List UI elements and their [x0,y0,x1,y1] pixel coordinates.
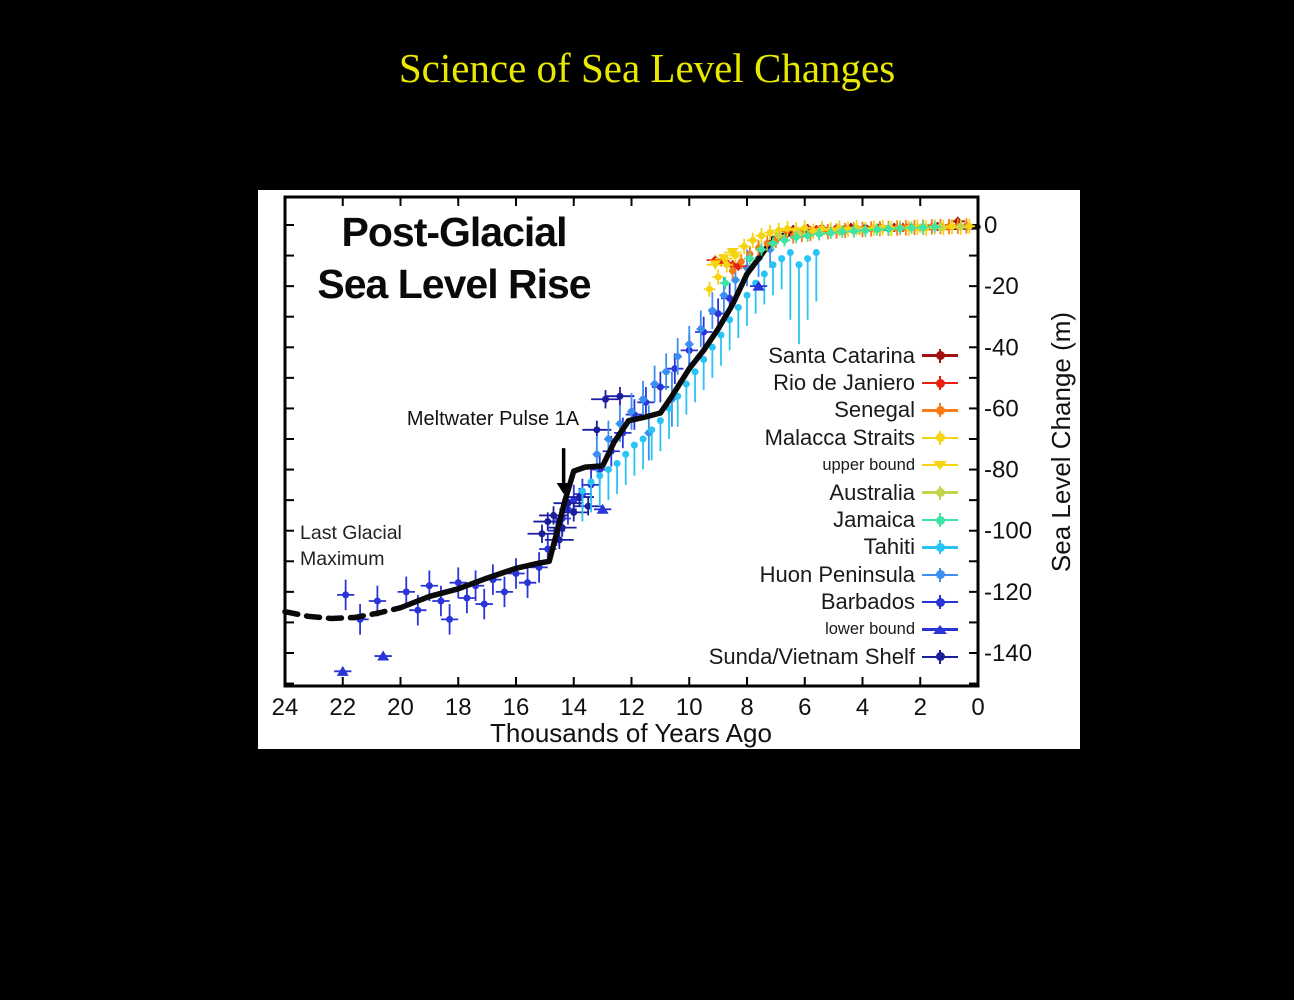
slide-title: Science of Sea Level Changes [398,45,896,91]
legend-item-malacca-straits: Malacca Straits [709,424,958,451]
x-tick-label: 14 [560,694,587,721]
legend-item-jamaica: Jamaica [709,506,958,533]
legend-marker-upper-bound [922,457,958,473]
legend-marker-barbados [922,594,958,610]
y-tick-label: -120 [984,579,1032,606]
x-tick-label: 16 [503,694,530,721]
x-tick-label: 8 [740,694,753,721]
legend-label-upper-bound: upper bound [822,455,915,474]
x-tick-label: 18 [445,694,472,721]
x-tick-label: 2 [914,694,927,721]
series-tahiti [578,249,820,522]
legend-item-huon-peninsula: Huon Peninsula [709,561,958,588]
chart-title-line2: Sea Level Rise [317,261,591,307]
legend-item-lower-bound: lower bound [709,616,958,643]
legend-item-rio-de-janiero: Rio de Janiero [709,369,958,396]
x-tick-label: 0 [971,694,984,721]
x-axis-title: Thousands of Years Ago [490,718,772,748]
legend: Santa Catarina Rio de Janiero Senegal Malac… [709,342,958,671]
series-upper-bound [706,248,742,270]
y-tick-label: -40 [984,334,1019,361]
legend-marker-senegal [922,402,958,418]
legend-item-santa-catarina: Santa Catarina [709,342,958,369]
y-axis-title: Sea Level Change (m) [1046,311,1076,573]
legend-label-tahiti: Tahiti [863,534,915,560]
legend-item-tahiti: Tahiti [709,534,958,561]
x-axis-ticks: 24 22 20 18 16 14 12 10 8 6 4 2 0 [272,197,985,721]
legend-label-malacca-straits: Malacca Straits [764,424,915,450]
legend-label-senegal: Senegal [834,397,915,423]
legend-marker-rio-de-janiero [922,375,958,391]
y-tick-label: -100 [984,518,1032,545]
curve-dashed [282,604,404,622]
x-tick-label: 24 [272,694,299,721]
meltwater-arrow [556,448,571,495]
series-barbados [336,283,739,635]
x-tick-label: 6 [798,694,811,721]
legend-marker-tahiti [922,539,958,555]
y-tick-label: -140 [984,640,1032,667]
legend-label-huon-peninsula: Huon Peninsula [759,561,915,587]
legend-label-santa-catarina: Santa Catarina [768,342,915,368]
legend-marker-santa-catarina [922,348,958,364]
chart-title-line1: Post-Glacial [341,209,568,255]
legend-label-barbados: Barbados [820,589,915,615]
legend-item-sunda-vietnam-shelf: Sunda/Vietnam Shelf [709,643,958,670]
sea-level-plot: 24 22 20 18 16 14 12 10 8 6 4 2 00-20-40-60-80-100-1… [272,195,1032,721]
annotation-meltwater-pulse: Meltwater Pulse 1A [406,408,580,430]
x-tick-label: 20 [387,694,414,721]
legend-label-sunda-vietnam-shelf: Sunda/Vietnam Shelf [708,643,915,669]
legend-marker-lower-bound [922,622,958,638]
series-jamaica [719,220,941,290]
x-tick-label: 22 [329,694,356,721]
legend-label-rio-de-janiero: Rio de Janiero [773,370,915,396]
chart-panel: 24 22 20 18 16 14 12 10 8 6 4 2 0 0 -20 -40 -60 -80 -100 -1… [258,190,1080,749]
annotation-last-glacial-maximum: Last Glacial Maximum [300,522,402,570]
legend-marker-jamaica [922,512,958,528]
series-sunda-vietnam-shelf [527,387,635,550]
legend-item-barbados: Barbados [709,589,958,616]
y-tick-label: -60 [984,395,1019,422]
legend-marker-malacca-straits [922,430,958,446]
y-tick-label: -80 [984,457,1019,484]
legend-label-jamaica: Jamaica [833,507,915,533]
legend-item-upper-bound: upper bound [709,452,958,479]
x-tick-label: 12 [618,694,645,721]
legend-label-lower-bound: lower bound [825,620,915,639]
x-tick-label: 10 [676,694,703,721]
series-lower-bound [334,280,768,676]
legend-item-senegal: Senegal [709,397,958,424]
x-tick-label: 4 [856,694,869,721]
chart-title: Post-Glacial Sea Level Rise [268,206,640,310]
legend-marker-sunda-vietnam-shelf [922,649,958,665]
y-axis-ticks: 0 -20 -40 -60 -80 -100 -120 -140 [285,212,1032,685]
y-tick-label: -20 [984,273,1019,300]
legend-marker-huon-peninsula [922,567,958,583]
legend-label-australia: Australia [829,479,915,505]
legend-item-australia: Australia [709,479,958,506]
y-tick-label: 0 [984,212,997,239]
legend-marker-australia [922,485,958,501]
